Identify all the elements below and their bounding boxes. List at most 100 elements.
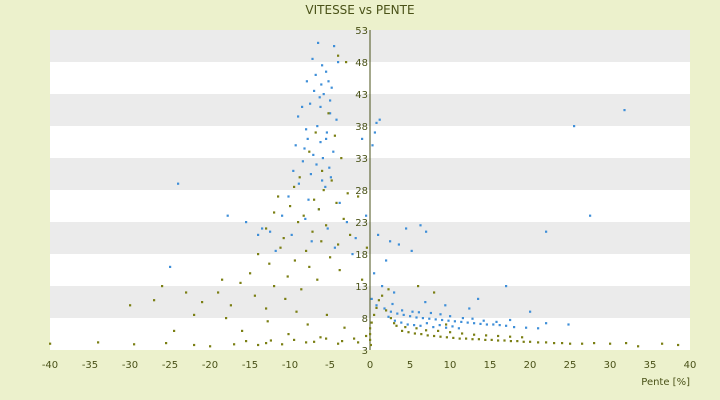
data-point-olive xyxy=(395,324,398,327)
data-point-olive xyxy=(273,285,276,288)
data-point-olive xyxy=(407,331,410,334)
data-point-olive xyxy=(311,230,314,233)
data-point-olive xyxy=(413,332,416,335)
data-point-blue xyxy=(314,73,317,76)
data-point-blue xyxy=(378,118,381,121)
data-point-olive xyxy=(417,285,420,288)
data-point-olive xyxy=(253,294,256,297)
y-tick-label: 23 xyxy=(355,218,368,229)
data-point-blue xyxy=(257,233,260,236)
data-point-olive xyxy=(329,256,332,259)
data-point-olive xyxy=(295,310,298,313)
data-point-olive xyxy=(353,337,356,340)
data-point-olive xyxy=(537,341,540,344)
data-point-blue xyxy=(335,118,338,121)
data-point-olive xyxy=(569,342,572,345)
y-tick-label: 53 xyxy=(355,26,368,37)
data-point-olive xyxy=(314,131,317,134)
data-point-blue xyxy=(473,322,476,325)
x-tick-labels: -40 -35 -30 -25 -20 -15 -10 -5 0 5 10 15 20 25 30 35 40 xyxy=(42,360,697,371)
data-point-olive xyxy=(257,253,260,256)
x-axis-label: Pente [%] xyxy=(641,377,690,388)
data-point-blue xyxy=(438,324,441,327)
data-point-blue xyxy=(479,322,482,325)
data-point-blue xyxy=(321,179,324,182)
x-tick-label: 0 xyxy=(367,360,373,371)
data-point-olive xyxy=(370,321,373,324)
data-point-olive xyxy=(265,227,268,230)
data-point-olive xyxy=(377,299,380,302)
data-point-olive xyxy=(161,285,164,288)
data-point-olive xyxy=(340,157,343,160)
data-point-blue xyxy=(303,147,306,150)
data-point-blue xyxy=(361,137,364,140)
data-point-olive xyxy=(305,249,308,252)
data-point-olive xyxy=(286,275,289,278)
data-point-olive xyxy=(129,304,132,307)
data-point-olive xyxy=(209,345,212,348)
data-point-blue xyxy=(325,137,328,140)
data-point-olive xyxy=(381,294,384,297)
data-point-blue xyxy=(318,96,321,99)
data-point-blue xyxy=(439,313,442,316)
x-tick-label: -25 xyxy=(162,360,178,371)
data-point-olive xyxy=(369,338,372,341)
data-point-olive xyxy=(201,301,204,304)
data-point-olive xyxy=(313,198,316,201)
data-point-blue xyxy=(269,230,272,233)
data-point-blue xyxy=(545,230,548,233)
data-point-blue xyxy=(337,61,340,64)
data-point-blue xyxy=(301,160,304,163)
data-point-blue xyxy=(417,311,420,314)
data-point-olive xyxy=(522,340,525,343)
data-point-blue xyxy=(381,285,384,288)
data-point-olive xyxy=(401,329,404,332)
data-point-olive xyxy=(325,337,328,340)
x-tick-label: 40 xyxy=(684,360,697,371)
data-point-olive xyxy=(389,317,392,320)
y-tick-label: 18 xyxy=(355,250,368,261)
data-point-olive xyxy=(471,338,474,341)
data-point-olive xyxy=(473,333,476,336)
x-tick-label: 15 xyxy=(484,360,497,371)
x-tick-label: 10 xyxy=(444,360,457,371)
data-point-olive xyxy=(337,54,340,57)
data-point-blue xyxy=(498,324,501,327)
data-point-olive xyxy=(245,340,248,343)
data-point-olive xyxy=(404,326,407,329)
data-point-olive xyxy=(349,233,352,236)
data-point-blue xyxy=(495,320,498,323)
x-tick-label: 5 xyxy=(407,360,413,371)
data-point-olive xyxy=(337,342,340,345)
data-point-blue xyxy=(471,317,474,320)
data-point-blue xyxy=(402,313,405,316)
data-point-blue xyxy=(329,99,332,102)
x-tick-label: 25 xyxy=(564,360,577,371)
x-tick-label: 20 xyxy=(524,360,537,371)
data-point-olive xyxy=(342,217,345,220)
data-point-blue xyxy=(453,320,456,323)
data-point-olive xyxy=(193,313,196,316)
data-point-olive xyxy=(477,338,480,341)
data-point-blue xyxy=(345,221,348,224)
data-point-olive xyxy=(302,214,305,217)
data-point-blue xyxy=(309,173,312,176)
data-point-olive xyxy=(319,336,322,339)
data-point-olive xyxy=(289,205,292,208)
data-point-blue xyxy=(492,323,495,326)
data-point-olive xyxy=(452,336,455,339)
data-point-blue xyxy=(373,272,376,275)
data-point-olive xyxy=(373,313,376,316)
data-point-blue xyxy=(409,315,412,318)
data-point-olive xyxy=(529,340,532,343)
data-point-olive xyxy=(287,333,290,336)
data-point-olive xyxy=(415,327,418,330)
data-point-blue xyxy=(567,323,570,326)
x-tick-label: -15 xyxy=(242,360,258,371)
data-point-blue xyxy=(410,249,413,252)
data-point-olive xyxy=(625,342,628,345)
data-point-blue xyxy=(425,322,428,325)
data-point-blue xyxy=(393,291,396,294)
data-point-blue xyxy=(428,317,431,320)
data-point-blue xyxy=(333,246,336,249)
